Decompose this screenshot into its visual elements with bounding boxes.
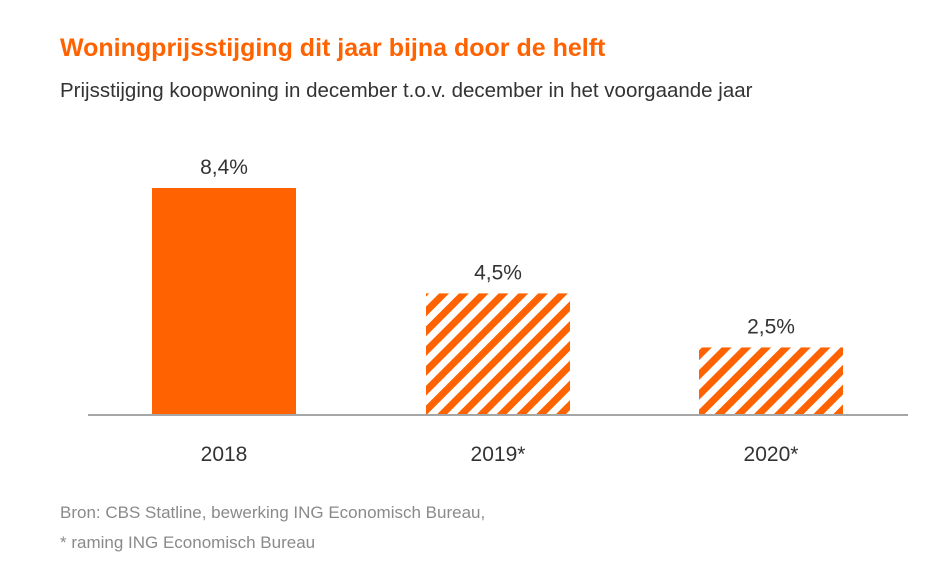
labels-group: 8,4% 2018 4,5% 2019* 2,5% 2020* [200,156,798,466]
source-line-1: Bron: CBS Statline, bewerking ING Econom… [60,503,486,522]
x-tick-label-2018: 2018 [201,443,248,466]
data-label-2020: 2,5% [747,315,795,338]
x-tick-label-2020: 2020* [744,443,799,466]
data-label-2019: 4,5% [474,261,522,284]
bars-group [152,188,843,415]
x-tick-label-2019: 2019* [471,443,526,466]
chart-title: Woningprijsstijging dit jaar bijna door … [60,34,606,62]
bar-2020 [699,347,843,415]
source-line-2: * raming ING Economisch Bureau [60,533,316,552]
chart-subtitle: Prijsstijging koopwoning in december t.o… [60,79,753,102]
bar-2018 [152,188,296,415]
bar-2019 [426,293,570,415]
data-label-2018: 8,4% [200,156,248,179]
source-note: Bron: CBS Statline, bewerking ING Econom… [60,498,485,558]
